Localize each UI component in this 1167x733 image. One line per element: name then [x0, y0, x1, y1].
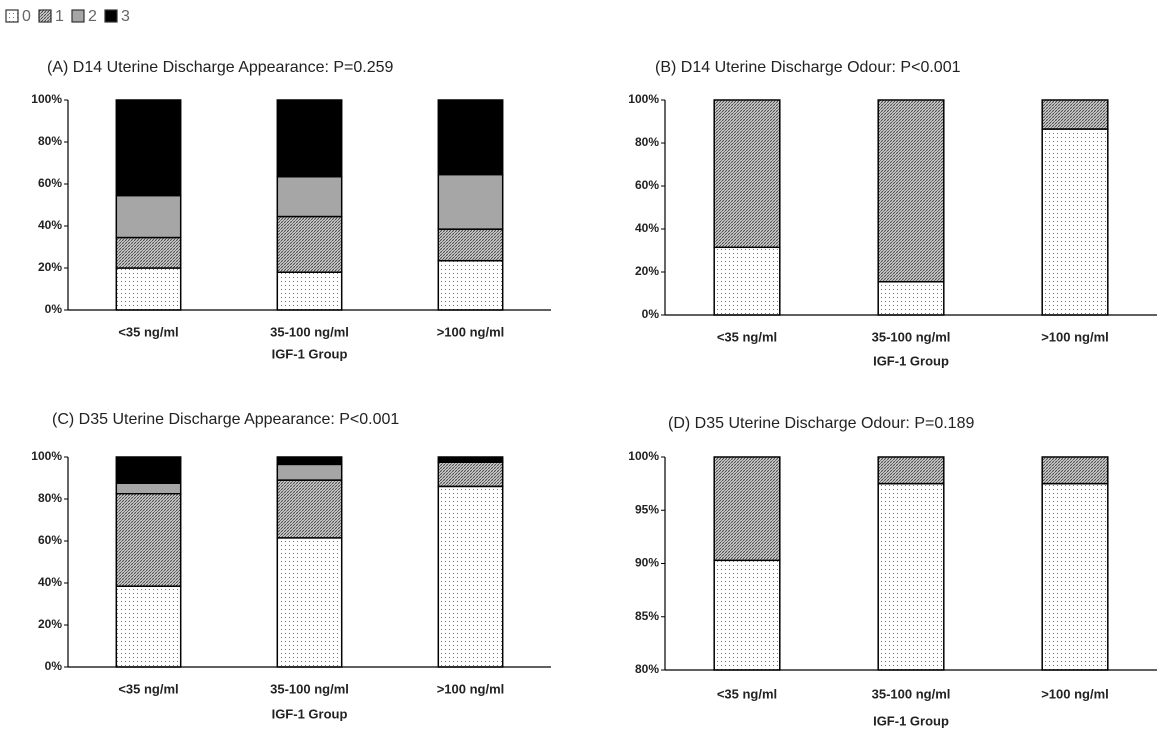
bar-segment — [276, 479, 343, 539]
bar-segment — [437, 173, 504, 230]
y-tick-label: 40% — [38, 575, 62, 589]
bar-segment — [877, 482, 945, 671]
bar-segment — [1041, 128, 1109, 316]
y-tick-label: 60% — [38, 533, 62, 547]
y-tick-label: 20% — [635, 264, 659, 278]
bar-segment — [1041, 482, 1109, 671]
bar-segment — [1041, 456, 1109, 485]
x-tick-label: <35 ng/ml — [118, 681, 178, 696]
legend-swatch — [71, 9, 85, 23]
x-tick-label: <35 ng/ml — [118, 324, 178, 339]
bar-segment — [713, 99, 781, 249]
bar-segment — [1041, 99, 1109, 130]
chart-title: (D) D35 Uterine Discharge Odour: P=0.189 — [668, 415, 974, 432]
bar-segment — [115, 493, 182, 587]
bar-segment — [276, 463, 343, 481]
y-tick-label: 60% — [635, 178, 659, 192]
chart-title: (A) D14 Uterine Discharge Appearance: P=… — [47, 59, 394, 76]
legend-swatch — [5, 9, 19, 23]
bar-segment — [713, 559, 781, 671]
legend-label: 0 — [22, 8, 31, 25]
x-tick-label: 35-100 ng/ml — [270, 324, 349, 339]
bar-segment — [115, 194, 182, 239]
y-tick-label: 100% — [628, 449, 659, 463]
bar-segment — [276, 537, 343, 668]
bar-segment — [877, 280, 945, 316]
bar-segment — [115, 236, 182, 269]
x-tick-label: 35-100 ng/ml — [872, 329, 951, 344]
y-tick-label: 0% — [45, 659, 63, 673]
chart-title: (C) D35 Uterine Discharge Appearance: P<… — [52, 411, 399, 428]
y-tick-label: 100% — [31, 92, 62, 106]
bar-segment — [437, 461, 504, 488]
x-axis-label: IGF-1 Group — [873, 713, 949, 728]
x-tick-label: >100 ng/ml — [437, 681, 505, 696]
bar-segment — [877, 456, 945, 485]
x-axis-label: IGF-1 Group — [873, 353, 949, 368]
chart-title: (B) D14 Uterine Discharge Odour: P<0.001 — [655, 59, 961, 76]
y-tick-label: 80% — [38, 134, 62, 148]
bar-segment — [437, 485, 504, 668]
y-tick-label: 100% — [628, 92, 659, 106]
legend-label: 1 — [55, 8, 64, 25]
x-tick-label: >100 ng/ml — [1041, 329, 1109, 344]
y-tick-label: 40% — [635, 221, 659, 235]
legend-swatch — [38, 9, 52, 23]
x-tick-label: >100 ng/ml — [437, 324, 505, 339]
bar-segment — [276, 99, 343, 178]
bar-segment — [276, 456, 343, 466]
x-tick-label: <35 ng/ml — [717, 686, 777, 701]
bar-segment — [437, 228, 504, 262]
y-tick-label: 40% — [38, 218, 62, 232]
y-tick-label: 80% — [38, 491, 62, 505]
bar-segment — [115, 456, 182, 484]
bar-segment — [713, 456, 781, 562]
bar-segment — [877, 99, 945, 283]
y-tick-label: 85% — [635, 609, 659, 623]
bar-segment — [276, 215, 343, 273]
bar-segment — [437, 259, 504, 311]
legend-label: 2 — [88, 8, 97, 25]
x-axis-label: IGF-1 Group — [272, 346, 348, 361]
legend-swatch — [104, 9, 118, 23]
bar-segment — [437, 456, 504, 462]
y-tick-label: 80% — [635, 662, 659, 676]
x-tick-label: <35 ng/ml — [717, 329, 777, 344]
y-tick-label: 20% — [38, 617, 62, 631]
x-tick-label: >100 ng/ml — [1041, 686, 1109, 701]
x-tick-label: 35-100 ng/ml — [872, 686, 951, 701]
bar-segment — [276, 271, 343, 311]
y-tick-label: 60% — [38, 176, 62, 190]
bar-segment — [115, 482, 182, 495]
bar-segment — [115, 585, 182, 668]
y-tick-label: 100% — [31, 449, 62, 463]
bar-segment — [276, 175, 343, 218]
y-tick-label: 0% — [45, 302, 63, 316]
x-tick-label: 35-100 ng/ml — [270, 681, 349, 696]
y-tick-label: 80% — [635, 135, 659, 149]
bar-segment — [115, 267, 182, 311]
legend-label: 3 — [121, 8, 130, 25]
y-tick-label: 20% — [38, 260, 62, 274]
bar-segment — [437, 99, 504, 176]
x-axis-label: IGF-1 Group — [272, 706, 348, 721]
bar-segment — [115, 99, 182, 197]
y-tick-label: 90% — [635, 556, 659, 570]
y-tick-label: 95% — [635, 502, 659, 516]
bar-segment — [713, 246, 781, 316]
y-tick-label: 0% — [642, 307, 660, 321]
